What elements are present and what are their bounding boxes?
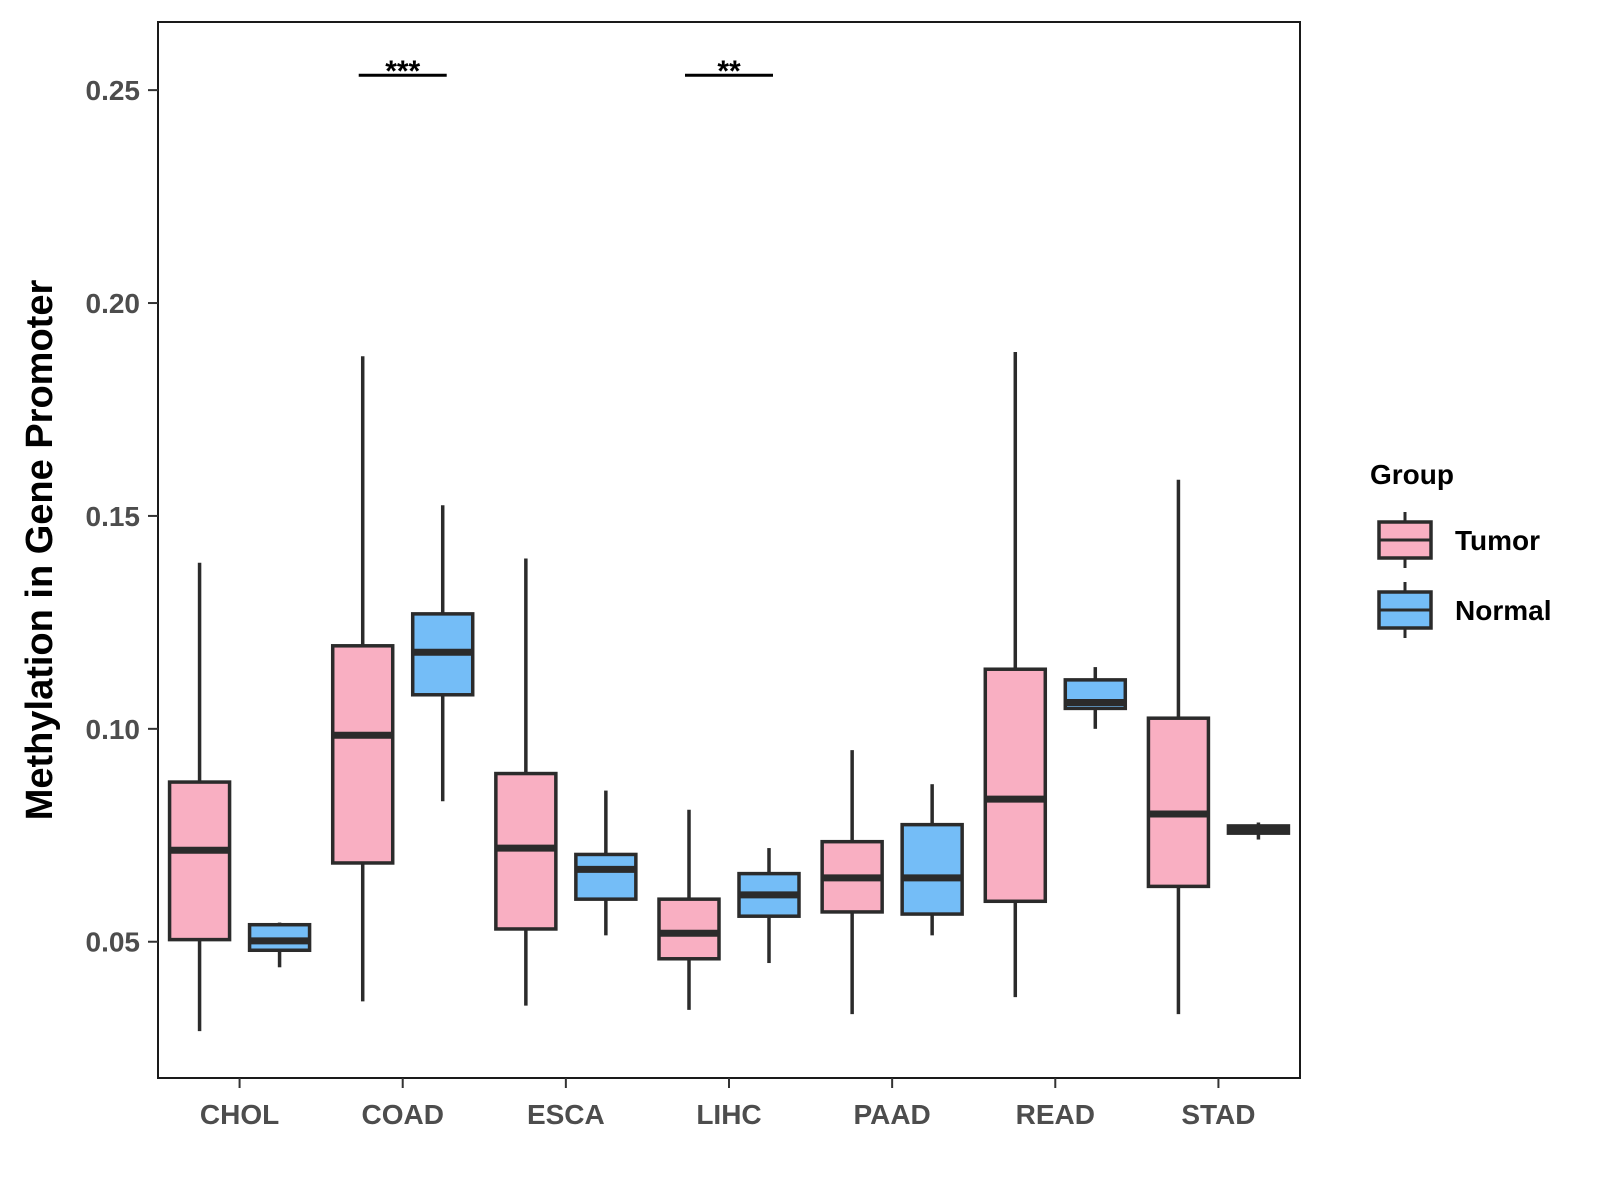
legend-item-normal: Normal: [1377, 582, 1551, 638]
box-series: [167, 352, 1291, 1032]
y-tick-label: 0.20: [86, 288, 141, 319]
box-normal-coad: [410, 505, 475, 802]
y-axis: 0.05 0.10 0.15 0.20 0.25: [86, 75, 158, 958]
y-tick-label: 0.05: [86, 927, 141, 958]
box-body: [167, 780, 232, 942]
box-normal-read: [1063, 667, 1128, 729]
y-tick-label: 0.15: [86, 501, 141, 532]
box-body: [574, 852, 638, 901]
x-tick-label: PAAD: [854, 1099, 931, 1130]
significance-label: **: [717, 55, 741, 88]
box-normal-lihc: [737, 848, 801, 964]
legend-label: Tumor: [1455, 525, 1540, 556]
x-tick-label: LIHC: [696, 1099, 761, 1130]
box-normal-paad: [900, 784, 964, 936]
box-normal-stad: [1226, 822, 1291, 840]
legend-title: Group: [1370, 459, 1454, 490]
box-tumor-paad: [820, 750, 884, 1015]
plot-panel: [157, 21, 1301, 1079]
x-tick-label: READ: [1016, 1099, 1095, 1130]
x-axis: CHOL COAD ESCA LIHC PAAD READ STAD: [200, 1078, 1256, 1130]
box-body: [900, 822, 964, 916]
box-tumor-chol: [167, 562, 232, 1032]
box-body: [330, 644, 395, 865]
box-tumor-esca: [494, 558, 558, 1006]
box-normal-chol: [247, 922, 312, 968]
legend-item-tumor: Tumor: [1377, 512, 1540, 568]
box-body: [1146, 716, 1211, 889]
box-normal-esca: [574, 790, 638, 936]
x-tick-label: CHOL: [200, 1099, 279, 1130]
box-tumor-read: [983, 352, 1048, 998]
legend: Group Tumor Normal: [1370, 459, 1551, 638]
y-tick-label: 0.10: [86, 714, 141, 745]
significance-annotations: *** **: [358, 55, 773, 88]
x-tick-label: STAD: [1181, 1099, 1255, 1130]
y-tick-label: 0.25: [86, 75, 141, 106]
x-tick-label: COAD: [361, 1099, 443, 1130]
significance-label: ***: [385, 55, 420, 88]
box-tumor-lihc: [657, 809, 721, 1010]
box-tumor-stad: [1146, 479, 1211, 1015]
box-body: [657, 897, 721, 961]
box-tumor-coad: [330, 356, 395, 1002]
x-tick-label: ESCA: [527, 1099, 605, 1130]
legend-label: Normal: [1455, 595, 1551, 626]
y-axis-title: Methylation in Gene Promoter: [19, 280, 61, 821]
box-body: [983, 667, 1048, 904]
